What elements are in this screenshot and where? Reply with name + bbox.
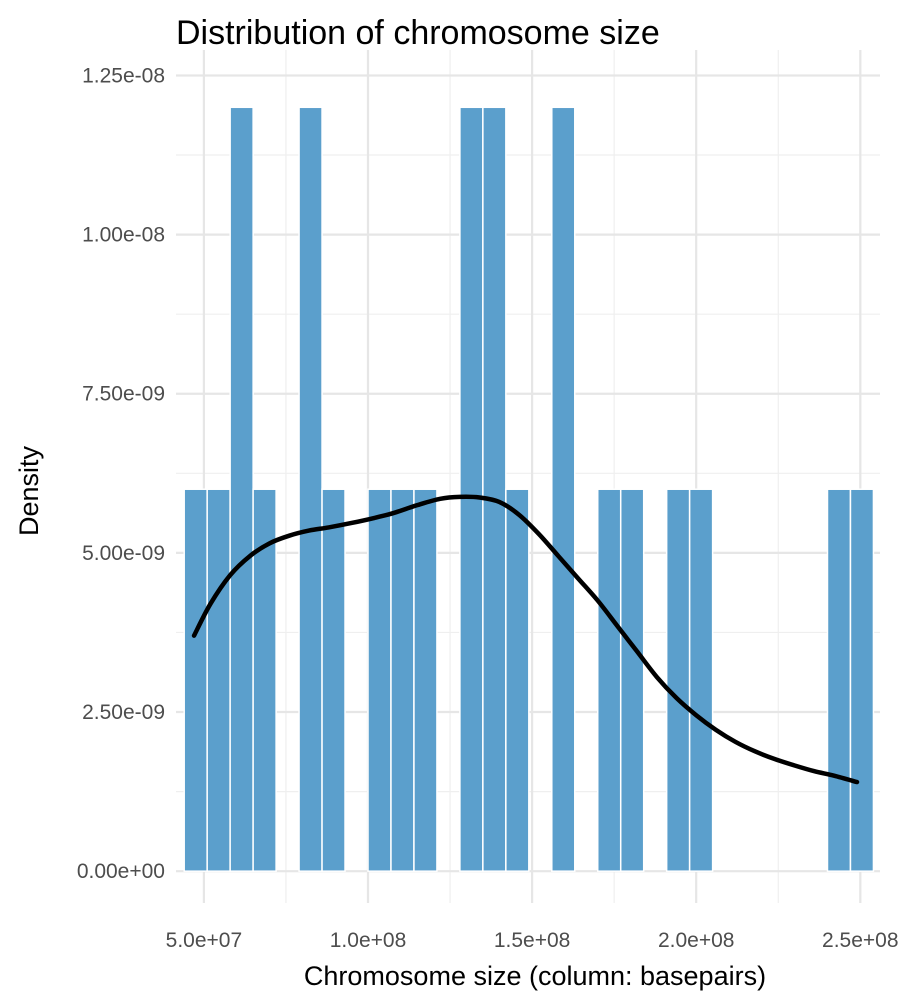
histogram-bar <box>183 488 208 872</box>
histogram-bar <box>459 106 484 872</box>
histogram-bar <box>665 488 691 872</box>
chart-title: Distribution of chromosome size <box>176 14 660 52</box>
histogram-bar <box>321 488 346 872</box>
y-tick-label: 7.50e-09 <box>82 383 165 406</box>
x-tick-label: 5.0e+07 <box>166 929 243 952</box>
histogram-bar <box>390 488 415 872</box>
histogram-bar <box>826 488 852 872</box>
histogram-bar <box>505 488 530 872</box>
y-tick-label: 1.00e-08 <box>82 224 165 247</box>
x-axis-tick-labels: 5.0e+07 1.0e+08 1.5e+08 2.0e+08 2.5e+08 <box>166 929 899 952</box>
x-tick-label: 2.5e+08 <box>822 929 899 952</box>
x-tick-label: 1.0e+08 <box>330 929 407 952</box>
y-axis-tick-labels: 0.00e+00 2.50e-09 5.00e-09 7.50e-09 1.00e-08… <box>77 64 165 883</box>
histogram-bar <box>413 488 438 872</box>
histogram-bar <box>252 488 277 872</box>
x-tick-label: 2.0e+08 <box>658 929 735 952</box>
y-tick-label: 0.00e+00 <box>77 860 165 883</box>
y-tick-label: 2.50e-09 <box>82 701 165 724</box>
histogram-bar <box>688 488 714 872</box>
histogram-bars <box>183 106 875 872</box>
y-tick-label: 1.25e-08 <box>82 64 165 87</box>
density-curve <box>191 494 860 785</box>
y-tick-label: 5.00e-09 <box>82 542 165 565</box>
histogram-bar <box>229 106 254 872</box>
histogram-bar <box>596 488 622 872</box>
histogram-bar <box>849 488 875 872</box>
histogram-bar <box>551 106 576 872</box>
x-tick-label: 1.5e+08 <box>494 929 571 952</box>
x-axis-title: Chromosome size (column: basepairs) <box>304 961 766 991</box>
histogram-bar <box>298 106 323 872</box>
histogram-bar <box>367 488 392 872</box>
histogram-bar <box>482 106 507 872</box>
y-axis-title: Density <box>14 445 44 536</box>
histogram-bar <box>619 488 645 872</box>
histogram-bar <box>206 488 231 872</box>
